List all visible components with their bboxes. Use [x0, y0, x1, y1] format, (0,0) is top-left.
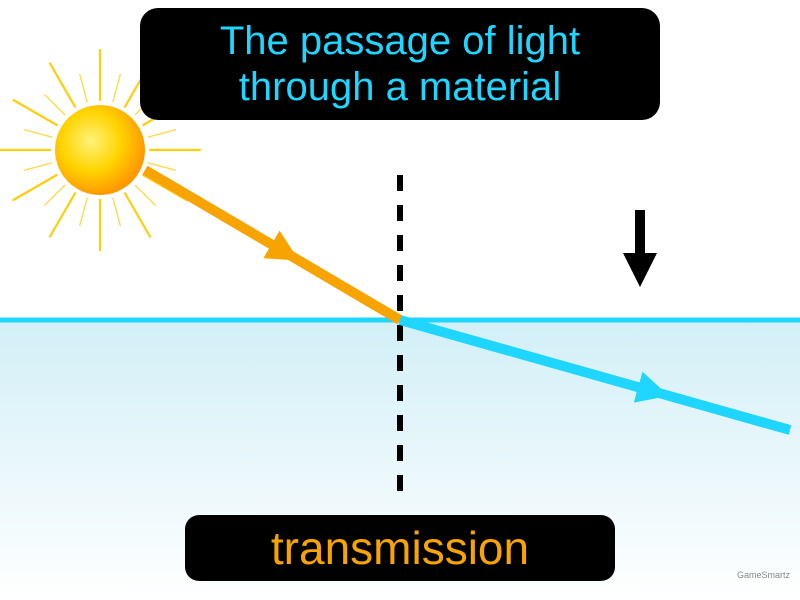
term-text: transmission — [271, 522, 529, 574]
definition-box: The passage of light through a material — [140, 8, 660, 120]
diagram-canvas: The passage of light through a material … — [0, 0, 800, 600]
watermark-text: GameSmartz — [737, 570, 790, 580]
sun-icon — [55, 105, 145, 195]
term-box: transmission — [185, 515, 615, 581]
incident-ray — [145, 170, 400, 320]
definition-line-1: The passage of light — [170, 18, 630, 64]
definition-line-2: through a material — [170, 64, 630, 110]
